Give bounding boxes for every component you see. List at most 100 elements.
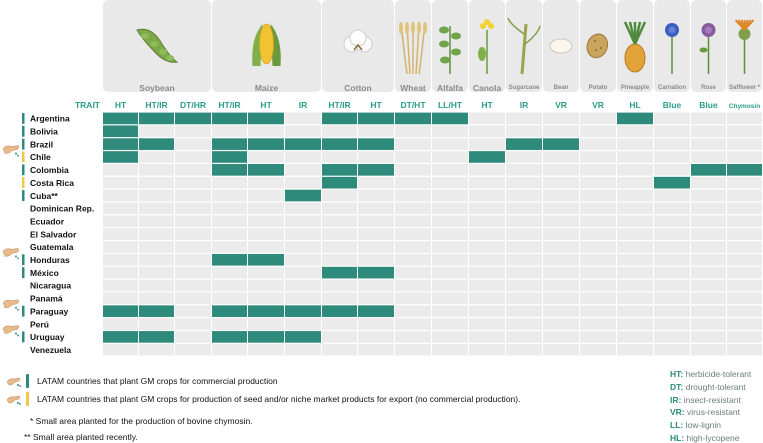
empty-cell (432, 331, 468, 343)
country-name: Nicaragua (30, 281, 71, 291)
alfalfa-icon (439, 26, 461, 74)
crop-name: Rose (701, 85, 716, 91)
empty-cell (139, 343, 174, 356)
empty-cell (543, 151, 579, 163)
empty-cell (691, 151, 726, 163)
empty-cell (103, 164, 138, 176)
empty-cell (175, 253, 211, 266)
empty-cell (432, 202, 468, 215)
empty-cell (322, 279, 357, 292)
abbreviation-entry: HL: high-lycopene (670, 433, 739, 443)
empty-cell (691, 112, 726, 125)
commercial-marker (22, 331, 25, 343)
empty-cell (691, 189, 726, 202)
pineapple-icon (623, 21, 647, 73)
commercial-bar (26, 374, 29, 388)
empty-cell (580, 305, 616, 317)
abbreviation-meaning: drought-tolerant (683, 381, 746, 392)
empty-cell (139, 266, 174, 279)
empty-cell (175, 279, 211, 292)
empty-cell (395, 279, 431, 292)
country-row: Argentina (22, 112, 762, 125)
commercial-marker (22, 113, 25, 124)
empty-cell (580, 318, 616, 330)
trait-label: Blue (699, 100, 718, 110)
empty-cell (432, 241, 468, 253)
empty-cell (103, 318, 138, 330)
empty-cell (469, 292, 505, 305)
commercial-marker (22, 305, 25, 317)
seed-hand-icon (6, 377, 21, 387)
empty-cell (395, 241, 431, 253)
empty-cell (691, 253, 726, 266)
empty-cell (691, 266, 726, 279)
country-row: Colombia (22, 164, 762, 176)
empty-cell (103, 241, 138, 253)
empty-cell (103, 202, 138, 215)
empty-cell (358, 331, 394, 343)
empty-cell (212, 279, 247, 292)
crop-name: Cotton (344, 83, 371, 93)
empty-cell (580, 228, 616, 240)
filled-cell (285, 331, 321, 343)
filled-cell (139, 305, 174, 317)
empty-cell (212, 241, 247, 253)
empty-cell (432, 151, 468, 163)
abbreviation-entry: VR: virus-resistant (670, 407, 740, 417)
empty-cell (617, 125, 653, 138)
empty-cell (617, 266, 653, 279)
empty-cell (212, 125, 247, 138)
filled-cell (322, 176, 357, 189)
country-name: Cuba** (30, 191, 59, 201)
trait-label: DT/HR (180, 100, 206, 110)
country-name: Colombia (30, 165, 69, 175)
empty-cell (175, 266, 211, 279)
empty-cell (543, 228, 579, 240)
empty-cell (580, 279, 616, 292)
filled-cell (654, 176, 690, 189)
empty-cell (322, 151, 357, 163)
empty-cell (469, 215, 505, 228)
empty-cell (103, 343, 138, 356)
country-name: Venezuela (30, 345, 71, 355)
empty-cell (506, 331, 542, 343)
trait-label: HT/IR (145, 100, 167, 110)
empty-cell (212, 292, 247, 305)
empty-cell (395, 228, 431, 240)
empty-cell (654, 343, 690, 356)
country-row: Nicaragua (30, 279, 762, 292)
empty-cell (358, 125, 394, 138)
filled-cell (103, 138, 138, 150)
country-name: Uruguay (30, 332, 65, 342)
carnation-icon (665, 23, 679, 74)
empty-cell (727, 253, 762, 266)
empty-cell (322, 215, 357, 228)
empty-cell (469, 176, 505, 189)
country-name: Ecuador (30, 216, 65, 226)
empty-cell (432, 189, 468, 202)
empty-cell (469, 253, 505, 266)
empty-cell (543, 292, 579, 305)
empty-cell (506, 202, 542, 215)
empty-cell (285, 253, 321, 266)
empty-cell (506, 253, 542, 266)
empty-cell (580, 266, 616, 279)
crop-name: Maize (255, 83, 278, 93)
abbreviation-entry: IR: insect-resistant (670, 395, 741, 405)
empty-cell (248, 266, 284, 279)
seed-bar (26, 392, 29, 406)
filled-cell (103, 125, 138, 138)
empty-cell (543, 305, 579, 317)
country-row: México (22, 266, 762, 279)
empty-cell (543, 176, 579, 189)
commercial-marker (22, 267, 25, 279)
empty-cell (691, 176, 726, 189)
empty-cell (617, 215, 653, 228)
crop-name: Alfalfa (437, 83, 463, 93)
empty-cell (212, 318, 247, 330)
abbreviation-code: HT: (670, 369, 684, 379)
country-name: Argentina (30, 114, 70, 124)
empty-cell (580, 138, 616, 150)
abbreviation-code: LL: (670, 420, 684, 431)
empty-cell (358, 189, 394, 202)
